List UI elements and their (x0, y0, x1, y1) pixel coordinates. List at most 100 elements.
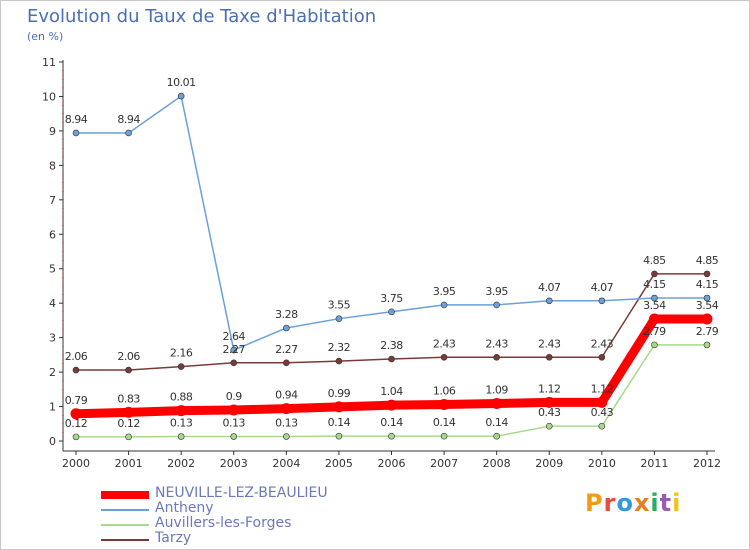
data-point (283, 433, 290, 440)
data-label: 2.38 (380, 339, 403, 352)
data-label: 0.43 (591, 406, 614, 419)
x-tick-label: 2004 (272, 457, 300, 470)
logo-letter: i (650, 489, 660, 517)
data-label: 2.16 (170, 347, 193, 360)
y-minor-dot (62, 104, 64, 106)
y-tick-label: 2 (49, 366, 56, 379)
data-point (543, 396, 555, 408)
data-point (440, 353, 448, 361)
data-point (228, 404, 240, 416)
y-minor-dot (62, 121, 64, 124)
data-point (598, 353, 606, 361)
y-minor-dot (62, 69, 64, 72)
data-point (493, 432, 500, 440)
data-point (493, 301, 500, 309)
y-minor-dot (62, 388, 64, 391)
y-minor-dot (62, 319, 64, 322)
y-minor-dot (62, 138, 64, 141)
data-label: 0.12 (117, 417, 140, 430)
y-minor-dot (62, 147, 64, 149)
data-label: 0.88 (170, 391, 193, 404)
data-label: 0.14 (380, 416, 403, 429)
y-tick-label: 1 (49, 401, 56, 414)
data-label: 1.12 (538, 382, 561, 395)
y-minor-dot (62, 422, 64, 425)
proxiti-logo: Proxiti (585, 489, 681, 517)
data-point (123, 406, 135, 418)
data-point (545, 297, 553, 305)
data-point (125, 433, 132, 441)
data-label: 2.27 (275, 343, 298, 356)
data-label: 0.94 (275, 389, 298, 402)
data-point (335, 315, 343, 322)
data-label: 3.28 (275, 308, 298, 321)
data-point (703, 270, 711, 278)
legend-swatch-tarzy (101, 539, 149, 541)
data-label: 1.09 (485, 383, 508, 396)
x-tick-label: 2001 (115, 457, 143, 470)
data-label: 2.27 (223, 343, 246, 356)
data-label: 3.95 (433, 285, 456, 298)
y-minor-dot (62, 293, 64, 296)
data-point (72, 433, 80, 441)
data-label: 0.12 (65, 417, 88, 430)
data-label: 2.06 (65, 350, 88, 363)
data-label: 3.54 (643, 299, 666, 312)
data-point (703, 294, 711, 302)
data-point (545, 353, 553, 361)
y-tick-label: 10 (42, 90, 56, 103)
data-label: 1.12 (591, 382, 614, 395)
data-label: 0.9 (226, 390, 242, 403)
data-point (230, 346, 238, 354)
data-label: 4.15 (643, 278, 666, 291)
data-label: 4.07 (591, 281, 614, 294)
data-label: 4.07 (538, 281, 561, 294)
data-point (701, 313, 713, 325)
data-point (333, 401, 345, 413)
data-label: 0.79 (65, 394, 88, 407)
legend-label-tarzy: Tarzy (155, 530, 192, 546)
data-label: 3.75 (380, 292, 403, 305)
y-minor-dot (62, 224, 64, 227)
y-minor-dot (62, 354, 64, 356)
data-label: 3.95 (485, 285, 508, 298)
y-minor-dot (62, 310, 64, 313)
data-label: 8.94 (117, 113, 140, 126)
data-point (125, 366, 132, 374)
y-minor-dot (62, 250, 64, 253)
y-minor-dot (62, 78, 64, 81)
data-label: 1.04 (380, 385, 403, 398)
chart-subtitle: (en %) (27, 30, 64, 43)
data-label: 0.14 (433, 416, 456, 429)
data-point (440, 301, 448, 309)
y-minor-dot (62, 242, 64, 244)
data-label: 0.13 (223, 417, 246, 430)
y-minor-dot (62, 216, 64, 218)
y-tick-label: 7 (49, 194, 56, 207)
y-minor-dot (62, 276, 64, 279)
logo-letter: o (616, 489, 634, 517)
data-label: 2.64 (223, 330, 246, 343)
data-point (491, 397, 503, 409)
x-tick-label: 2010 (588, 457, 616, 470)
data-point (70, 408, 82, 420)
data-point (388, 432, 395, 440)
data-label: 0.14 (328, 416, 351, 429)
data-label: 2.06 (117, 350, 140, 363)
x-tick-label: 2008 (483, 457, 511, 470)
data-point (283, 324, 290, 332)
legend-swatch-neuville (101, 491, 149, 499)
y-minor-dot (62, 345, 64, 348)
data-point (388, 308, 395, 316)
y-minor-dot (62, 414, 64, 416)
data-label: 0.13 (170, 417, 193, 430)
data-label: 2.43 (591, 337, 614, 350)
data-label: 2.43 (433, 337, 456, 350)
data-label: 4.85 (643, 254, 666, 267)
data-label: 0.43 (538, 406, 561, 419)
data-point (438, 398, 450, 410)
x-tick-label: 2006 (378, 457, 406, 470)
data-point (283, 359, 290, 367)
data-point (545, 422, 553, 430)
